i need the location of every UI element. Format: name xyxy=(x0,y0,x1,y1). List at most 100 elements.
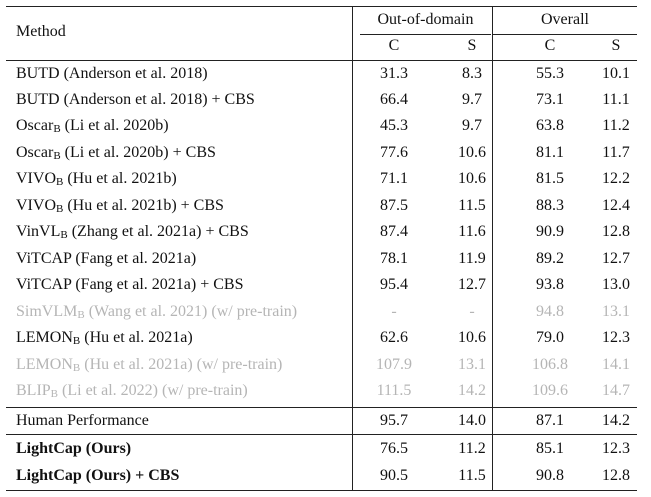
method-cell: LEMONB (Hu et al. 2021a) (w/ pre-train) xyxy=(16,355,282,375)
ood-s-value: 11.5 xyxy=(458,197,486,214)
ood-s-value: 12.7 xyxy=(458,276,486,293)
bottom-rule xyxy=(6,490,637,491)
ood-s-value: - xyxy=(469,303,475,320)
ood-s-header: S xyxy=(467,37,477,54)
ood-c-value: 87.5 xyxy=(380,197,408,214)
all-s-value: 12.3 xyxy=(602,329,630,346)
all-s-value: 14.2 xyxy=(602,412,630,429)
method-subscript: B xyxy=(53,123,61,135)
all-s-value: 14.7 xyxy=(602,382,630,399)
all-s-value: 11.1 xyxy=(602,91,630,108)
method-name: Oscar xyxy=(16,144,54,161)
method-reference: (Anderson et al. 2018) xyxy=(59,65,208,82)
ood-c-value: 76.5 xyxy=(380,440,408,457)
ood-underline xyxy=(360,34,491,35)
all-s-value: 14.1 xyxy=(602,356,630,373)
method-name: Human Performance xyxy=(16,412,149,429)
method-reference: (Fang et al. 2021a) + CBS xyxy=(71,276,244,293)
ood-s-value: 10.6 xyxy=(458,144,486,161)
method-cell: LEMONB (Hu et al. 2021a) xyxy=(16,328,193,348)
human-rule-bottom xyxy=(6,434,637,435)
all-s-value: 12.8 xyxy=(602,223,630,240)
header-rule xyxy=(6,60,637,61)
all-c-value: 73.1 xyxy=(536,91,564,108)
all-c-value: 85.1 xyxy=(536,440,564,457)
all-s-value: 12.4 xyxy=(602,197,630,214)
all-c-value: 81.5 xyxy=(536,170,564,187)
ood-header: Out-of-domain xyxy=(377,11,474,28)
method-name: LEMON xyxy=(16,329,73,346)
method-cell: VIVOB (Hu et al. 2021b) + CBS xyxy=(16,196,224,216)
method-cell: BUTD (Anderson et al. 2018) xyxy=(16,64,208,84)
all-c-value: 106.8 xyxy=(532,356,568,373)
ood-s-value: 11.5 xyxy=(458,467,486,484)
method-reference: (Hu et al. 2021a) xyxy=(80,329,193,346)
ood-s-value: 13.1 xyxy=(458,356,486,373)
ood-c-value: 111.5 xyxy=(376,382,412,399)
method-name: LEMON xyxy=(16,356,73,373)
ood-c-value: 31.3 xyxy=(380,65,408,82)
all-c-value: 94.8 xyxy=(536,303,564,320)
method-subscript: B xyxy=(77,309,85,321)
all-c-value: 63.8 xyxy=(536,117,564,134)
ood-s-value: 14.0 xyxy=(458,412,486,429)
ood-c-value: 66.4 xyxy=(380,91,408,108)
all-s-value: 12.8 xyxy=(602,467,630,484)
method-name: LightCap (Ours) + CBS xyxy=(16,467,180,484)
method-reference: (Hu et al. 2021a) (w/ pre-train) xyxy=(80,356,283,373)
all-c-value: 87.1 xyxy=(536,412,564,429)
method-name: BUTD xyxy=(16,65,60,82)
all-s-value: 12.3 xyxy=(602,440,630,457)
ood-c-value: 71.1 xyxy=(380,170,408,187)
method-cell: OscarB (Li et al. 2020b) + CBS xyxy=(16,143,216,163)
all-s-value: 10.1 xyxy=(602,65,630,82)
human-rule-top xyxy=(6,407,637,408)
method-reference: (Zhang et al. 2021a) + CBS xyxy=(67,223,249,240)
all-s-value: 12.7 xyxy=(602,250,630,267)
method-subscript: B xyxy=(60,229,68,241)
ood-c-value: 90.5 xyxy=(380,467,408,484)
method-reference: (Fang et al. 2021a) xyxy=(71,250,197,267)
ood-s-value: 9.7 xyxy=(462,117,482,134)
method-reference: (Hu et al. 2021b) + CBS xyxy=(63,197,224,214)
all-c-value: 79.0 xyxy=(536,329,564,346)
ood-c-value: 95.4 xyxy=(380,276,408,293)
ood-c-value: 45.3 xyxy=(380,117,408,134)
ood-c-header: C xyxy=(388,37,400,54)
all-s-value: 11.2 xyxy=(602,117,630,134)
method-subscript: B xyxy=(72,362,81,374)
ood-s-value: 8.3 xyxy=(462,65,482,82)
ood-c-value: 78.1 xyxy=(380,250,408,267)
ood-s-value: 10.6 xyxy=(458,329,486,346)
method-name: BUTD xyxy=(16,91,60,108)
method-name: VIVO xyxy=(16,170,56,187)
method-subscript: B xyxy=(56,203,64,215)
all-s-header: S xyxy=(611,37,621,54)
method-cell: ViTCAP (Fang et al. 2021a) + CBS xyxy=(16,275,243,295)
all-c-value: 89.2 xyxy=(536,250,564,267)
ood-c-value: 87.4 xyxy=(380,223,408,240)
method-cell: ViTCAP (Fang et al. 2021a) xyxy=(16,249,196,269)
ood-s-value: 11.2 xyxy=(458,440,486,457)
overall-underline xyxy=(493,34,637,35)
method-cell: VIVOB (Hu et al. 2021b) xyxy=(16,169,177,189)
method-cell: LightCap (Ours) + CBS xyxy=(16,466,179,486)
all-s-value: 12.2 xyxy=(602,170,630,187)
all-c-value: 93.8 xyxy=(536,276,564,293)
method-name: LightCap (Ours) xyxy=(16,440,132,457)
method-divider xyxy=(352,6,353,491)
method-reference: (Wang et al. 2021) (w/ pre-train) xyxy=(84,303,298,320)
ood-s-value: 10.6 xyxy=(458,170,486,187)
method-cell: Human Performance xyxy=(16,411,149,431)
method-cell: SimVLMB (Wang et al. 2021) (w/ pre-train… xyxy=(16,302,297,322)
all-s-value: 11.7 xyxy=(602,144,630,161)
ood-c-value: 95.7 xyxy=(380,412,408,429)
method-subscript: B xyxy=(53,150,61,162)
method-name: SimVLM xyxy=(16,303,78,320)
method-name: VIVO xyxy=(16,197,56,214)
top-rule xyxy=(6,6,637,7)
ood-c-value: 77.6 xyxy=(380,144,408,161)
ood-c-value: - xyxy=(391,303,397,320)
ood-c-value: 62.6 xyxy=(380,329,408,346)
overall-header: Overall xyxy=(541,11,589,28)
